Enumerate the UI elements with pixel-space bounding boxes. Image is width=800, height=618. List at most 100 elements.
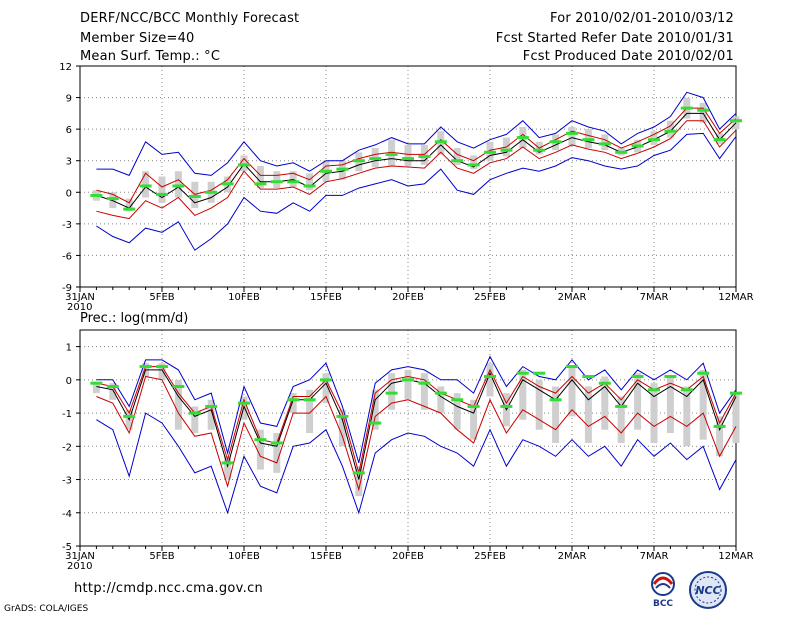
header-line-2: Member Size=40 bbox=[80, 31, 195, 46]
median-mark bbox=[549, 140, 562, 144]
x-tick-label: 10FEB bbox=[228, 551, 260, 562]
series-min bbox=[96, 412, 737, 515]
x-tick-label: 20FEB bbox=[392, 292, 424, 303]
box bbox=[568, 127, 576, 146]
box bbox=[732, 393, 740, 443]
median-mark bbox=[484, 150, 496, 154]
median-mark bbox=[172, 184, 185, 188]
x-tick-label: 31JAN bbox=[65, 292, 95, 303]
box bbox=[453, 393, 461, 430]
median-mark bbox=[336, 414, 349, 418]
box bbox=[617, 396, 625, 443]
median-mark bbox=[598, 142, 611, 146]
median-mark bbox=[156, 192, 168, 196]
box bbox=[699, 369, 707, 440]
median-mark bbox=[418, 155, 431, 159]
y-tick-label: -4 bbox=[62, 509, 72, 520]
median-mark bbox=[336, 167, 349, 171]
series-min bbox=[96, 132, 737, 251]
median-mark bbox=[598, 381, 611, 385]
median-mark bbox=[303, 398, 316, 402]
series-lower-spread bbox=[96, 120, 737, 220]
median-mark bbox=[139, 184, 152, 188]
grads-credit: GrADS: COLA/IGES bbox=[4, 604, 89, 614]
median-mark bbox=[615, 404, 628, 408]
median-mark bbox=[582, 375, 595, 379]
x-tick-label: 7MAR bbox=[640, 292, 669, 303]
x-tick-label: 12MAR bbox=[718, 551, 753, 562]
median-mark bbox=[205, 190, 218, 194]
median-mark bbox=[730, 391, 742, 395]
y-tick-label: -6 bbox=[62, 251, 72, 262]
median-mark bbox=[385, 391, 398, 395]
median-mark bbox=[467, 163, 480, 167]
median-mark bbox=[123, 207, 136, 211]
x-tick-label: 15FEB bbox=[310, 292, 342, 303]
box bbox=[306, 389, 314, 434]
x-tick-label: 5FEB bbox=[149, 292, 174, 303]
box bbox=[437, 386, 445, 414]
box bbox=[109, 383, 117, 400]
median-mark bbox=[385, 152, 398, 156]
median-mark bbox=[680, 106, 693, 110]
median-mark bbox=[352, 471, 365, 475]
series-mean bbox=[96, 369, 737, 480]
box bbox=[519, 369, 527, 420]
median-mark bbox=[270, 180, 283, 184]
median-mark bbox=[631, 144, 644, 148]
y-tick-label: -1 bbox=[62, 409, 72, 420]
median-mark bbox=[123, 414, 136, 418]
box bbox=[420, 144, 428, 165]
median-mark bbox=[434, 140, 447, 144]
ncc-logo: NCC bbox=[689, 571, 727, 609]
box bbox=[174, 171, 182, 198]
box bbox=[650, 131, 658, 145]
x-tick-label: 7MAR bbox=[640, 551, 669, 562]
box bbox=[404, 369, 412, 400]
series-lower-spread bbox=[96, 375, 737, 492]
median-mark bbox=[320, 378, 332, 382]
median-mark bbox=[238, 401, 250, 405]
y-tick-label: 1 bbox=[66, 343, 72, 354]
source-url[interactable]: http://cmdp.ncc.cma.gov.cn bbox=[74, 581, 264, 596]
median-mark bbox=[156, 365, 168, 369]
header-line-3: Mean Surf. Temp.: °C bbox=[80, 49, 221, 64]
box bbox=[420, 373, 428, 410]
median-mark bbox=[418, 381, 431, 385]
box bbox=[716, 416, 724, 457]
median-mark bbox=[320, 169, 332, 173]
median-mark bbox=[238, 163, 250, 167]
box bbox=[535, 379, 543, 430]
box bbox=[256, 429, 264, 470]
median-mark bbox=[664, 375, 677, 379]
median-mark bbox=[582, 138, 595, 142]
median-mark bbox=[697, 108, 710, 112]
median-mark bbox=[369, 157, 382, 161]
median-mark bbox=[631, 375, 644, 379]
median-mark bbox=[90, 193, 103, 197]
median-mark bbox=[254, 438, 267, 442]
box bbox=[125, 198, 133, 212]
median-mark bbox=[516, 371, 529, 375]
median-mark bbox=[500, 404, 513, 408]
box bbox=[486, 363, 494, 397]
box bbox=[666, 120, 674, 138]
median-mark bbox=[402, 157, 414, 161]
median-mark bbox=[90, 381, 103, 385]
box bbox=[388, 139, 396, 166]
box bbox=[552, 386, 560, 443]
y-tick-label: 6 bbox=[66, 125, 72, 136]
median-mark bbox=[533, 148, 546, 152]
median-mark bbox=[516, 136, 529, 140]
series-max bbox=[96, 91, 737, 177]
box bbox=[666, 376, 674, 434]
x-tick-label: 10FEB bbox=[228, 292, 260, 303]
box bbox=[650, 383, 658, 443]
x-tick-label: 5FEB bbox=[149, 551, 174, 562]
x-tick-label: 25FEB bbox=[474, 292, 506, 303]
box bbox=[601, 134, 609, 151]
median-mark bbox=[352, 159, 365, 163]
y-tick-label: 12 bbox=[59, 62, 72, 73]
